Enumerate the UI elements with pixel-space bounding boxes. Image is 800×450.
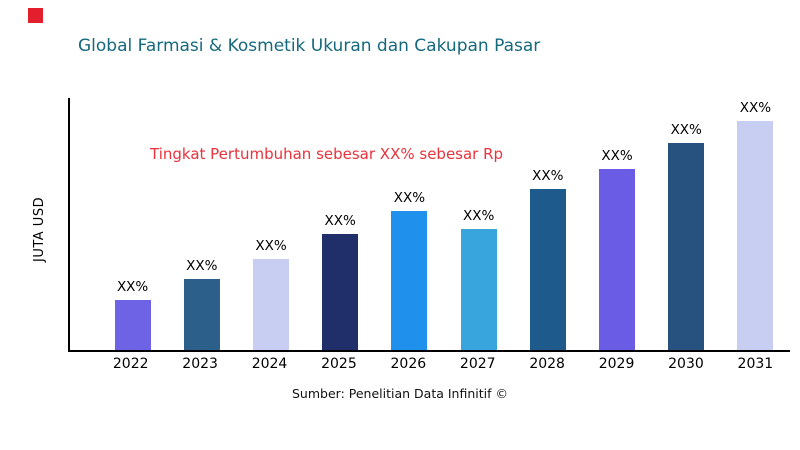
x-tick-label: 2030	[668, 356, 704, 372]
bar	[322, 234, 359, 350]
bar-value-label: XX%	[601, 147, 633, 164]
x-tick-label: 2025	[321, 356, 357, 372]
x-tick-label: 2022	[112, 356, 149, 372]
source-caption: Sumber: Penelitian Data Infinitif ©	[292, 386, 508, 401]
bar	[391, 211, 428, 350]
y-axis-label: JUTA USD	[32, 196, 47, 262]
chart-title: Global Farmasi & Kosmetik Ukuran dan Cak…	[78, 36, 541, 56]
bar-group: XX%	[375, 98, 444, 350]
bar-group: XX%	[582, 98, 651, 350]
bar-value-label: XX%	[462, 208, 495, 225]
plot-area: XX% XX% XX% XX% XX% XX% XX% XX% XX% XX%	[68, 98, 790, 352]
x-tick-label: 2029	[598, 356, 635, 372]
bar-group: XX%	[236, 98, 305, 350]
bar	[460, 229, 497, 350]
bar-value-label: XX%	[116, 278, 149, 295]
bar-value-label: XX%	[532, 167, 564, 184]
bar-value-label: XX%	[255, 238, 287, 255]
bar-group: XX%	[306, 98, 375, 350]
bar-value-label: XX%	[393, 190, 426, 207]
bar-group: XX%	[444, 98, 513, 350]
x-tick-label: 2028	[529, 356, 565, 372]
bar	[737, 120, 774, 350]
bar-value-label: XX%	[186, 258, 218, 275]
bar	[114, 299, 151, 350]
bars-container: XX% XX% XX% XX% XX% XX% XX% XX% XX% XX%	[70, 98, 790, 350]
x-tick-label: 2023	[182, 356, 218, 372]
bar	[668, 143, 705, 350]
bar-group: XX%	[721, 98, 790, 350]
x-tick-label: 2031	[737, 356, 774, 372]
bar-group: XX%	[167, 98, 236, 350]
x-axis-tick-labels: 2022 2023 2024 2025 2026 2027 2028 2029 2030 2031	[68, 356, 790, 372]
bar	[529, 188, 566, 350]
brand-logo-red-square	[28, 8, 43, 23]
x-tick-label: 2024	[251, 356, 288, 372]
x-tick-label: 2027	[459, 356, 496, 372]
bar-value-label: XX%	[739, 99, 772, 116]
x-tick-label: 2026	[390, 356, 427, 372]
bar	[183, 279, 220, 350]
bar	[599, 168, 636, 350]
bar-value-label: XX%	[670, 122, 702, 139]
bar-group: XX%	[513, 98, 582, 350]
bar-group: XX%	[98, 98, 167, 350]
bar	[253, 259, 289, 350]
bar-group: XX%	[652, 98, 721, 350]
bar-value-label: XX%	[324, 213, 356, 230]
growth-annotation: Tingkat Pertumbuhan sebesar XX% sebesar …	[150, 145, 504, 163]
